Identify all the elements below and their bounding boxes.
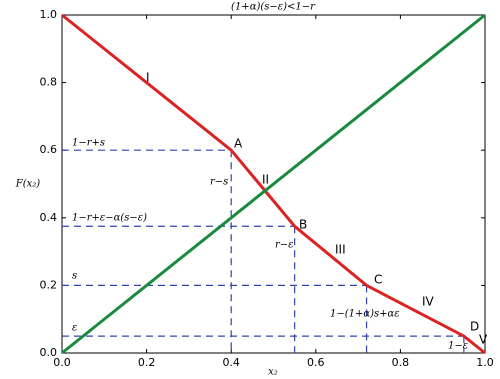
x-tick-label: 0.6	[307, 356, 325, 369]
annotation: C	[374, 273, 382, 287]
y-axis-label: F(x₂)	[15, 179, 40, 190]
y-tick-label: 0.4	[40, 211, 58, 224]
annotation: D	[470, 320, 479, 334]
y-tick-label: 0.6	[40, 143, 58, 156]
x-tick-label: 1.0	[476, 356, 494, 369]
y-tick-label: 0.2	[40, 278, 58, 291]
annotation: IV	[422, 295, 435, 309]
x-tick-label: 0.8	[392, 356, 410, 369]
x-axis-label: x₂	[268, 367, 278, 378]
annotation: I	[146, 71, 150, 85]
annotation: r−ε	[275, 240, 294, 251]
y-tick-label: 0.0	[40, 346, 58, 359]
chart-title: (1+α)(s−ε)<1−r	[231, 2, 316, 13]
annotation: II	[262, 173, 269, 187]
line-series	[61, 13, 486, 355]
x-tick-label: 0.0	[53, 356, 71, 369]
x-tick-label: 0.4	[222, 356, 240, 369]
annotation: ε	[72, 323, 77, 334]
x-tick-label: 0.2	[138, 356, 156, 369]
y-tick-label: 1.0	[40, 8, 58, 21]
y-tick-label: 0.8	[40, 76, 58, 89]
annotation: V	[479, 333, 488, 347]
plot-frame	[61, 14, 486, 354]
line-series	[61, 13, 486, 355]
annotation: B	[299, 218, 307, 232]
annotation: 1−ε	[448, 341, 468, 352]
annotation: s	[72, 271, 77, 282]
annotation: III	[335, 243, 346, 257]
annotation: 1−r+s	[72, 138, 105, 149]
annotation: 1−r+ε−α(s−ε)	[72, 213, 147, 224]
annotation: A	[234, 137, 243, 151]
annotation: 1−(1+α)s+αε	[330, 309, 400, 320]
annotation: r−s	[210, 177, 228, 188]
